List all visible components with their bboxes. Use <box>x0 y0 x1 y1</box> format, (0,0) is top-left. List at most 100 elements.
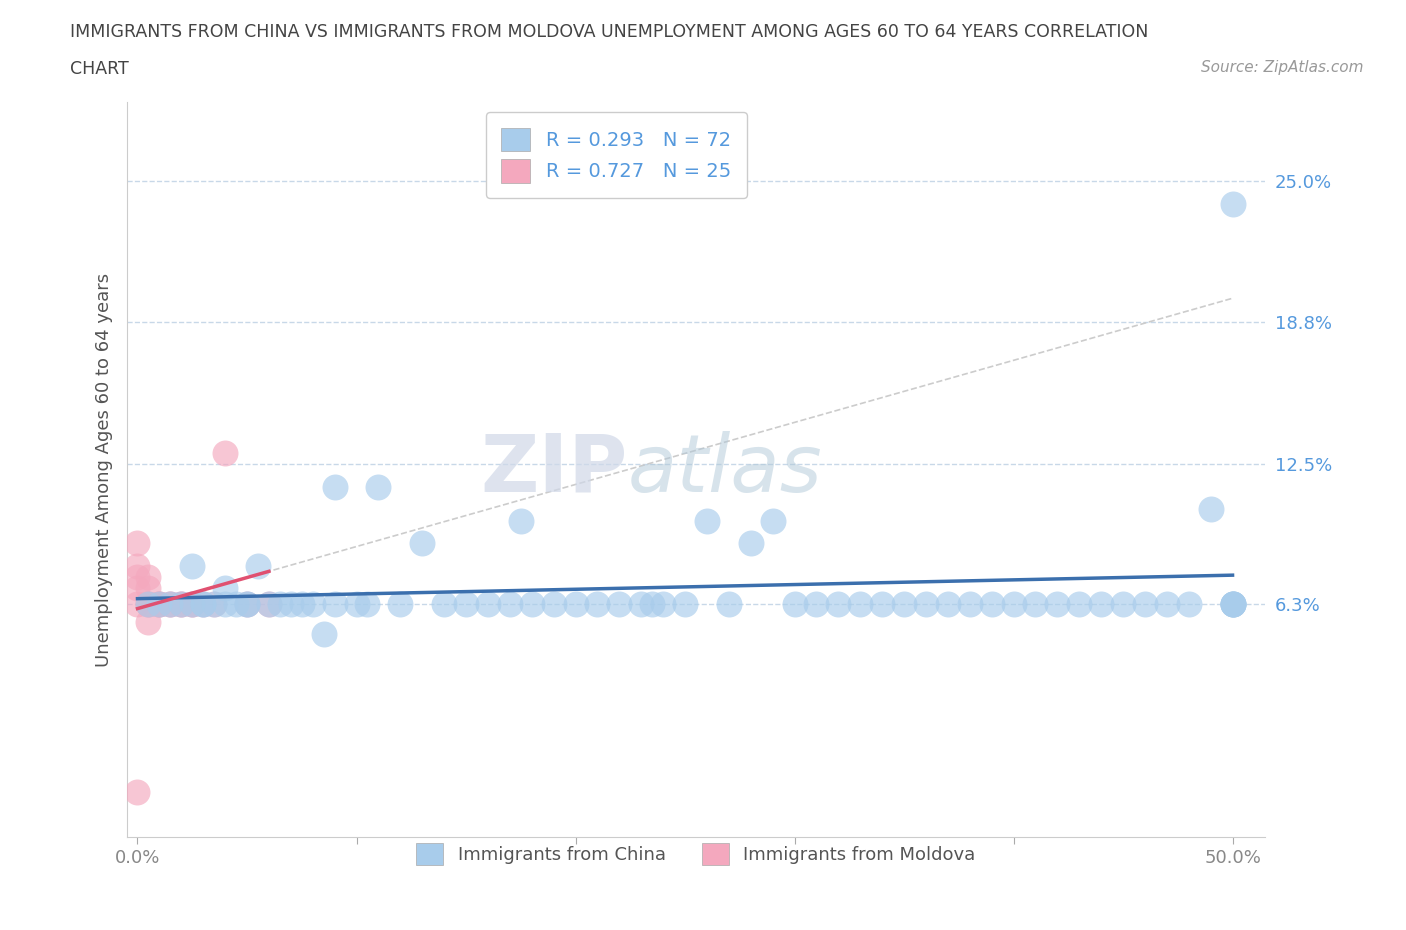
Point <box>1222 597 1244 612</box>
Point <box>214 581 236 596</box>
Text: CHART: CHART <box>70 60 129 78</box>
Point <box>1133 597 1156 612</box>
Point <box>269 597 291 612</box>
Point <box>454 597 477 612</box>
Point <box>225 597 247 612</box>
Point <box>806 597 828 612</box>
Text: ZIP: ZIP <box>481 431 627 509</box>
Point <box>127 569 149 584</box>
Point <box>893 597 915 612</box>
Point <box>138 581 160 596</box>
Point <box>1222 597 1244 612</box>
Point <box>257 597 280 612</box>
Point <box>193 597 215 612</box>
Point <box>159 597 181 612</box>
Point <box>1199 502 1222 517</box>
Point <box>236 597 259 612</box>
Point <box>849 597 872 612</box>
Point <box>520 597 543 612</box>
Point <box>159 597 181 612</box>
Point <box>301 597 323 612</box>
Point <box>827 597 849 612</box>
Point <box>170 597 193 612</box>
Point <box>586 597 609 612</box>
Point <box>411 536 433 551</box>
Point <box>607 597 630 612</box>
Point <box>193 597 215 612</box>
Point <box>181 597 204 612</box>
Point <box>1156 597 1178 612</box>
Point <box>246 558 269 573</box>
Point <box>367 479 389 494</box>
Legend: Immigrants from China, Immigrants from Moldova: Immigrants from China, Immigrants from M… <box>402 829 990 880</box>
Point <box>127 558 149 573</box>
Point <box>148 597 170 612</box>
Point <box>236 597 259 612</box>
Point <box>214 597 236 612</box>
Point <box>138 597 160 612</box>
Point <box>1090 597 1112 612</box>
Point <box>181 597 204 612</box>
Point <box>148 597 170 612</box>
Point <box>717 597 740 612</box>
Point <box>499 597 522 612</box>
Point <box>323 597 346 612</box>
Point <box>236 597 259 612</box>
Point <box>652 597 675 612</box>
Point <box>127 784 149 799</box>
Point <box>543 597 565 612</box>
Point <box>509 513 531 528</box>
Point <box>1177 597 1199 612</box>
Point <box>127 536 149 551</box>
Point <box>280 597 302 612</box>
Point <box>127 581 149 596</box>
Point <box>1002 597 1025 612</box>
Point <box>1222 597 1244 612</box>
Point <box>936 597 959 612</box>
Point <box>389 597 412 612</box>
Point <box>1222 196 1244 211</box>
Point <box>696 513 718 528</box>
Point <box>159 597 181 612</box>
Point <box>323 479 346 494</box>
Point <box>783 597 806 612</box>
Point <box>138 597 160 612</box>
Point <box>170 597 193 612</box>
Point <box>641 597 664 612</box>
Point <box>170 597 193 612</box>
Point <box>181 597 204 612</box>
Point <box>356 597 378 612</box>
Point <box>1069 597 1091 612</box>
Point <box>740 536 762 551</box>
Point <box>257 597 280 612</box>
Point <box>1024 597 1046 612</box>
Point <box>138 597 160 612</box>
Y-axis label: Unemployment Among Ages 60 to 64 years: Unemployment Among Ages 60 to 64 years <box>94 272 112 667</box>
Point <box>1112 597 1135 612</box>
Point <box>980 597 1002 612</box>
Point <box>193 597 215 612</box>
Point <box>202 597 225 612</box>
Point <box>312 626 335 641</box>
Point <box>202 597 225 612</box>
Text: atlas: atlas <box>627 431 823 509</box>
Point <box>181 558 204 573</box>
Point <box>762 513 785 528</box>
Point <box>214 445 236 460</box>
Text: IMMIGRANTS FROM CHINA VS IMMIGRANTS FROM MOLDOVA UNEMPLOYMENT AMONG AGES 60 TO 6: IMMIGRANTS FROM CHINA VS IMMIGRANTS FROM… <box>70 23 1149 41</box>
Point <box>1222 597 1244 612</box>
Point <box>138 569 160 584</box>
Text: Source: ZipAtlas.com: Source: ZipAtlas.com <box>1201 60 1364 75</box>
Point <box>346 597 368 612</box>
Point <box>433 597 456 612</box>
Point <box>564 597 586 612</box>
Point <box>1222 597 1244 612</box>
Point <box>138 615 160 630</box>
Point <box>127 597 149 612</box>
Point <box>630 597 652 612</box>
Point <box>148 597 170 612</box>
Point <box>477 597 499 612</box>
Point <box>291 597 314 612</box>
Point <box>673 597 696 612</box>
Point <box>959 597 981 612</box>
